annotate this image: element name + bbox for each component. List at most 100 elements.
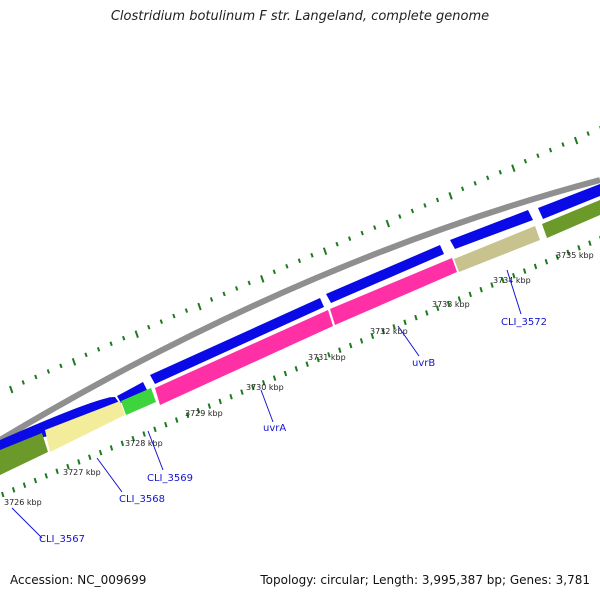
inner-tick <box>555 254 559 260</box>
kbp-tick-label: 3726 kbp <box>4 498 42 507</box>
kbp-tick-label: 3730 kbp <box>246 383 284 392</box>
kbp-labels: 3726 kbp 3727 kbp 3728 kbp 3729 kbp 3730 kbp… <box>4 251 594 507</box>
gene-label-leader <box>96 457 123 493</box>
genome-backbone <box>0 177 600 443</box>
outer-tick <box>486 175 490 181</box>
gene-label-leader <box>397 325 420 357</box>
inner-tick <box>44 473 48 479</box>
outer-tick <box>260 275 265 283</box>
outer-tick <box>586 131 590 136</box>
outer-tick <box>147 324 151 330</box>
outer-tick <box>209 297 214 302</box>
inner-tick <box>251 384 255 391</box>
outer-tick <box>96 346 101 352</box>
outer-tick <box>297 258 302 264</box>
outer-tick <box>573 136 579 145</box>
inner-tick <box>316 356 320 363</box>
outer-tick <box>548 147 553 153</box>
gene-label-leader <box>260 389 274 423</box>
outer-tick <box>109 341 113 347</box>
outer-tick <box>347 236 352 241</box>
cds-arrow <box>117 382 147 403</box>
gene-labels: CLI_3567 CLI_3568 CLI_3569 uvrA uvrB CLI_3572 <box>11 269 547 545</box>
outer-tick <box>159 319 163 324</box>
inner-tick <box>185 412 190 419</box>
inner-tick <box>425 310 429 316</box>
inner-tick <box>327 352 331 358</box>
outer-tick <box>435 197 440 203</box>
outer-tick <box>71 358 77 366</box>
outer-tick <box>34 374 38 380</box>
inner-tick <box>218 398 222 405</box>
inner-tick <box>501 277 505 284</box>
inner-tick <box>142 431 146 437</box>
outer-tick <box>385 219 390 228</box>
kbp-tick-label: 3731 kbp <box>308 353 346 362</box>
kbp-tick-label: 3732 kbp <box>370 327 408 336</box>
accession-text: Accession: NC_009699 <box>10 573 147 587</box>
outer-tick <box>197 302 202 311</box>
inner-tick <box>131 435 135 442</box>
outer-tick <box>423 203 427 208</box>
inner-tick <box>392 324 396 330</box>
kbp-tick-label: 3728 kbp <box>125 439 163 448</box>
outer-tick <box>360 230 364 236</box>
inner-tick <box>359 338 364 344</box>
inner-tick <box>577 245 581 251</box>
gene-label-leader <box>147 430 164 471</box>
outer-tick <box>247 280 251 286</box>
uvrB-gene <box>330 258 457 325</box>
outer-tick <box>473 180 477 186</box>
inner-tick <box>588 240 592 246</box>
gene-label: CLI_3572 <box>501 317 547 328</box>
outer-tick <box>59 363 63 369</box>
kbp-tick-label: 3729 kbp <box>185 409 223 418</box>
inner-tick <box>196 407 201 414</box>
outer-tick <box>134 330 139 339</box>
outer-tick <box>448 192 453 200</box>
gene-label-leader <box>11 507 43 539</box>
feature-track <box>0 200 600 475</box>
pale-yellow-gene <box>45 401 125 452</box>
inner-tick <box>98 449 103 456</box>
outer-tick <box>410 208 415 214</box>
outer-tick <box>122 335 126 341</box>
inner-tick <box>55 468 59 475</box>
outer-tick <box>498 169 502 175</box>
outer-tick <box>272 269 276 275</box>
olive-gene-right <box>542 200 600 238</box>
outer-tick <box>523 158 528 164</box>
kbp-tick-label: 3735 kbp <box>556 251 594 260</box>
cds-arrow <box>450 210 533 249</box>
inner-tick <box>11 487 16 493</box>
inner-tick <box>294 366 299 372</box>
inner-tick <box>88 454 92 461</box>
light-green-gene <box>121 388 156 415</box>
outer-tick <box>398 214 402 219</box>
inner-tick <box>33 477 38 484</box>
inner-tick <box>272 375 277 381</box>
inner-tick <box>457 296 462 302</box>
inner-tick-marks <box>1 236 600 498</box>
outer-tick-marks <box>9 126 600 394</box>
outer-tick <box>184 308 189 313</box>
inner-tick <box>1 491 5 498</box>
inner-tick <box>414 314 418 321</box>
map-title: Clostridium botulinum F str. Langeland, … <box>110 9 490 24</box>
inner-tick <box>533 263 538 270</box>
inner-tick <box>164 421 168 428</box>
cds-arrow <box>538 184 600 219</box>
inner-tick <box>261 380 266 386</box>
outer-tick <box>84 352 88 358</box>
cds-arrow <box>150 298 324 384</box>
inner-tick <box>544 258 549 265</box>
inner-tick <box>338 347 342 353</box>
cds-arrow <box>326 245 444 303</box>
inner-tick <box>240 389 244 395</box>
kbp-tick-label: 3733 kbp <box>432 300 470 309</box>
inner-tick <box>512 272 516 279</box>
kbp-tick-label: 3734 kbp <box>493 276 531 285</box>
outer-tick <box>322 247 328 256</box>
inner-tick <box>435 305 440 312</box>
